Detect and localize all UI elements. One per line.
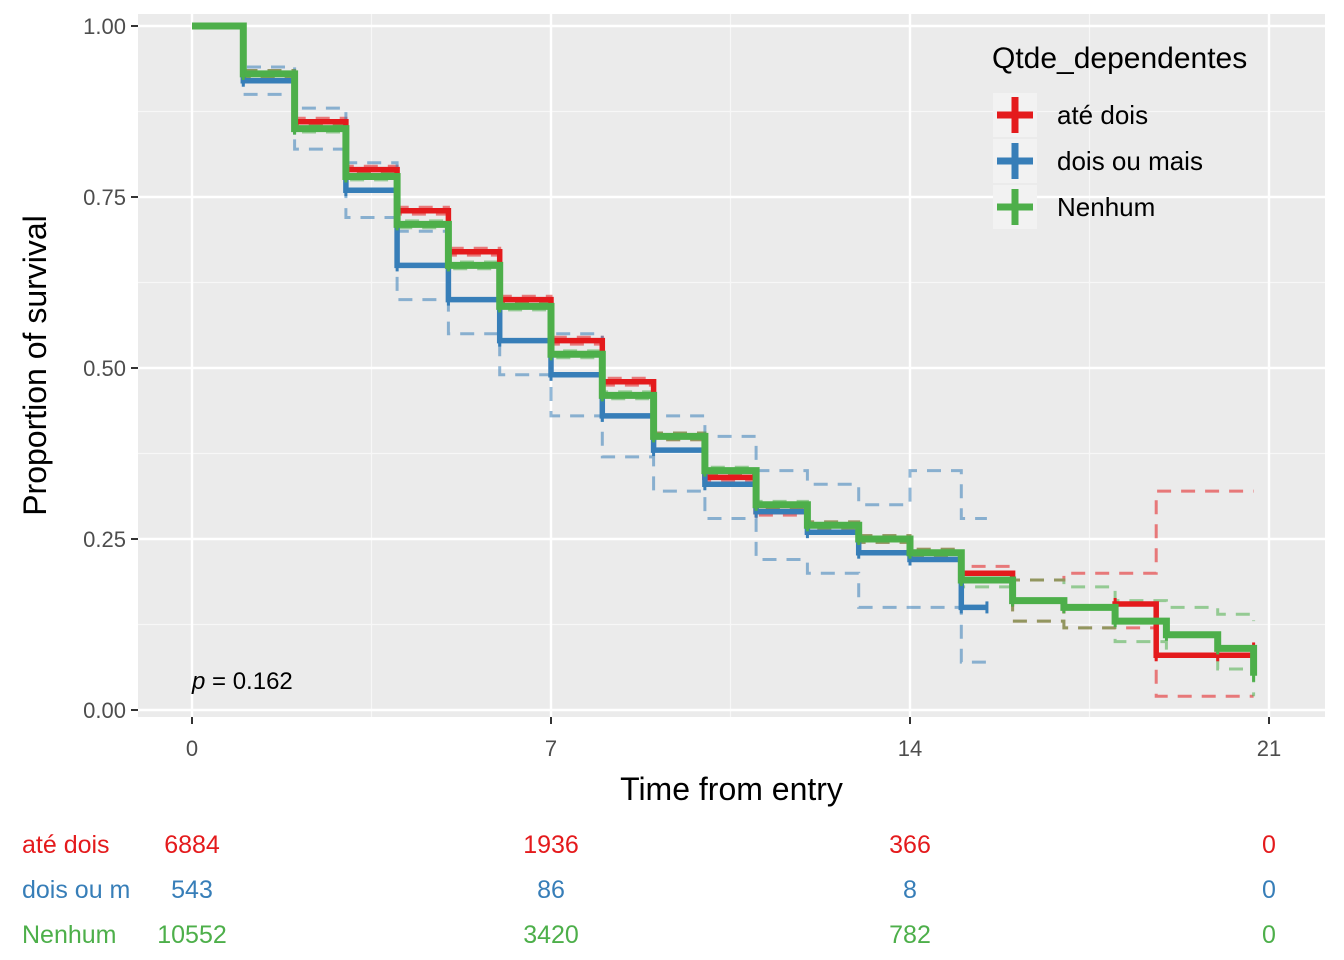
risk-count-ate-dois: 366 — [889, 831, 931, 859]
legend-label-dois-ou-mais: dois ou mais — [1057, 146, 1203, 176]
y-tick-label: 0.75 — [83, 185, 126, 210]
risk-count-nenhum: 10552 — [157, 921, 227, 949]
risk-count-ate-dois: 1936 — [523, 831, 579, 859]
risk-count-ate-dois: 6884 — [164, 831, 220, 859]
major-gridlines — [138, 14, 1325, 717]
p-value-text: = 0.162 — [205, 668, 292, 695]
y-axis-title: Proportion of survival — [17, 215, 53, 516]
legend-label-nenhum: Nenhum — [1057, 192, 1155, 222]
risk-count-nenhum: 3420 — [523, 921, 579, 949]
risk-count-ate-dois: 0 — [1262, 831, 1276, 859]
x-tick-label: 21 — [1257, 736, 1281, 761]
y-tick-label: 0.00 — [83, 698, 126, 723]
risk-count-nenhum: 0 — [1262, 921, 1276, 949]
risk-count-dois-ou-mais: 543 — [171, 876, 213, 904]
risk-row-label-ate-dois: até dois — [22, 831, 110, 859]
risk-count-dois-ou-mais: 8 — [903, 876, 917, 904]
risk-table: até dois 6884 1936 366 0 dois ou m 543 86 8 0 Nenh… — [22, 831, 1276, 949]
legend: Qtde_dependentes até dois dois ou mais Nen… — [992, 42, 1247, 229]
risk-count-nenhum: 782 — [889, 921, 931, 949]
legend-label-ate-dois: até dois — [1057, 100, 1148, 130]
x-tick-label: 14 — [898, 736, 922, 761]
risk-row-label-nenhum: Nenhum — [22, 921, 117, 949]
survival-line-nenhum — [192, 22, 1258, 676]
risk-count-dois-ou-mais: 86 — [537, 876, 565, 904]
y-tick-label: 0.25 — [83, 527, 126, 552]
minor-gridlines — [138, 14, 1325, 717]
x-axis-title: Time from entry — [620, 771, 843, 807]
x-tick-label: 0 — [186, 736, 198, 761]
survival-curves — [192, 22, 1258, 682]
x-axis-ticks: 0 7 14 21 — [186, 717, 1281, 761]
y-tick-label: 1.00 — [83, 14, 126, 39]
risk-row-label-dois-ou-mais: dois ou m — [22, 876, 130, 904]
p-symbol: p — [191, 668, 205, 695]
x-tick-label: 7 — [545, 736, 557, 761]
y-tick-label: 0.50 — [83, 356, 126, 381]
risk-count-dois-ou-mais: 0 — [1262, 876, 1276, 904]
y-axis-ticks: 0.00 0.25 0.50 0.75 1.00 — [83, 14, 138, 723]
ci-upper-dois-ou-mais — [192, 24, 987, 520]
p-value-annotation: p = 0.162 — [191, 668, 293, 695]
legend-title: Qtde_dependentes — [992, 42, 1247, 75]
